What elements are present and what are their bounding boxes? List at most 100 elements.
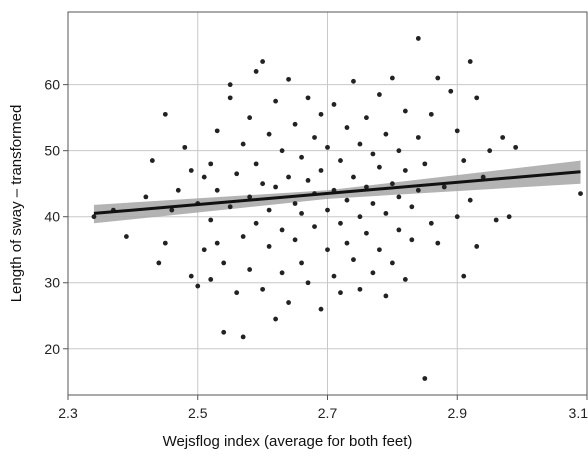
- data-point: [396, 227, 402, 233]
- data-point: [331, 102, 337, 107]
- data-point: [305, 95, 311, 101]
- data-point: [240, 141, 246, 147]
- x-axis-label: Wejsflog index (average for both feet): [163, 433, 413, 450]
- y-tick-label: 30: [44, 275, 60, 291]
- data-point: [364, 184, 369, 190]
- x-tick-label: 2.5: [188, 405, 208, 421]
- x-tick-label: 2.7: [318, 405, 338, 421]
- data-point: [318, 168, 324, 173]
- data-point: [461, 158, 467, 163]
- data-point: [286, 174, 291, 180]
- data-point: [487, 148, 493, 154]
- data-point: [351, 78, 356, 84]
- data-point: [292, 201, 298, 206]
- data-point: [208, 217, 214, 223]
- data-point: [351, 257, 356, 263]
- data-point: [474, 95, 480, 101]
- data-point: [396, 148, 402, 154]
- x-tick-label: 3.1: [569, 405, 588, 421]
- data-point: [279, 227, 285, 233]
- data-point: [162, 240, 168, 246]
- y-tick-label: 20: [44, 341, 60, 357]
- data-point: [312, 224, 317, 230]
- data-point: [338, 220, 343, 226]
- data-point: [409, 237, 415, 243]
- data-point: [428, 220, 434, 226]
- data-point: [383, 293, 389, 299]
- data-point: [383, 131, 389, 137]
- data-point: [461, 273, 467, 279]
- data-point: [364, 115, 369, 121]
- data-point: [234, 290, 240, 296]
- data-point: [409, 204, 415, 210]
- data-point: [247, 115, 253, 121]
- data-point: [247, 267, 253, 272]
- data-point: [338, 290, 343, 296]
- data-point: [364, 230, 369, 236]
- data-point: [357, 141, 363, 147]
- data-point: [162, 111, 168, 117]
- data-point: [273, 316, 278, 322]
- y-tick-label: 50: [44, 143, 60, 159]
- data-point: [402, 277, 408, 282]
- data-point: [247, 194, 253, 200]
- data-point: [260, 286, 266, 292]
- data-point: [305, 280, 311, 286]
- data-point: [279, 270, 285, 276]
- y-tick-label: 40: [44, 209, 60, 225]
- data-point: [402, 108, 408, 114]
- data-point: [214, 187, 220, 193]
- data-point: [227, 95, 233, 101]
- data-point: [143, 194, 149, 200]
- data-point: [299, 154, 304, 160]
- data-point: [422, 376, 428, 381]
- data-point: [299, 260, 304, 266]
- data-point: [377, 164, 382, 170]
- data-point: [299, 211, 304, 216]
- data-point: [474, 244, 480, 249]
- data-point: [389, 181, 395, 187]
- data-point: [454, 214, 460, 220]
- data-point: [389, 260, 395, 266]
- data-point: [318, 111, 324, 117]
- data-point: [344, 125, 350, 130]
- data-point: [351, 174, 356, 180]
- data-point: [344, 240, 350, 246]
- data-point: [182, 144, 188, 150]
- data-point: [292, 121, 298, 127]
- data-point: [305, 177, 311, 183]
- data-point: [253, 161, 259, 167]
- data-point: [240, 234, 246, 239]
- data-point: [312, 135, 317, 140]
- data-point: [214, 128, 220, 134]
- data-point: [370, 151, 376, 157]
- data-point: [377, 247, 382, 253]
- data-point: [221, 260, 227, 266]
- data-point: [325, 247, 330, 253]
- data-point: [279, 148, 285, 154]
- data-point: [370, 201, 376, 206]
- data-point: [208, 277, 214, 282]
- data-point: [266, 207, 272, 213]
- data-point: [188, 273, 194, 279]
- data-point: [396, 194, 402, 200]
- data-point: [344, 197, 350, 203]
- data-point: [422, 161, 428, 167]
- data-point: [428, 111, 434, 117]
- data-point: [253, 69, 259, 74]
- data-point: [506, 214, 512, 220]
- y-axis-ticks: 20 30 40 50 60: [44, 77, 68, 357]
- y-axis-label: Length of sway – transformed: [8, 105, 25, 303]
- data-point: [169, 207, 175, 213]
- data-point: [260, 59, 266, 64]
- data-point: [357, 286, 363, 292]
- data-point: [286, 300, 291, 305]
- data-point: [292, 237, 298, 243]
- data-point: [377, 92, 382, 97]
- data-point: [435, 75, 441, 81]
- x-tick-label: 2.9: [448, 405, 468, 421]
- data-point: [467, 59, 473, 64]
- data-point: [500, 135, 506, 140]
- data-point: [214, 240, 220, 246]
- data-point: [493, 217, 499, 223]
